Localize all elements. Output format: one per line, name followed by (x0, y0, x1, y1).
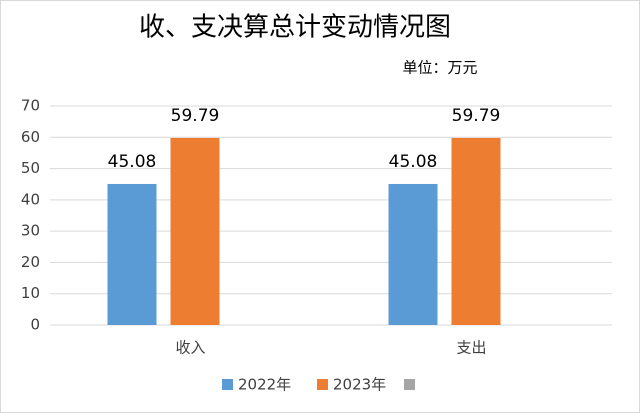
y-tick-label: 40 (21, 190, 40, 208)
legend-swatch (317, 379, 328, 390)
data-label: 59.79 (171, 106, 220, 126)
legend-label: 2023年 (333, 376, 386, 394)
chart-subtitle: 单位：万元 (402, 59, 477, 77)
legend-swatch (222, 379, 233, 390)
bar (107, 183, 157, 325)
y-tick-label: 0 (30, 316, 40, 334)
bar (451, 137, 501, 325)
y-tick-label: 20 (21, 253, 40, 271)
bar (170, 137, 220, 325)
y-tick-label: 30 (21, 222, 40, 240)
legend-swatch (404, 379, 415, 390)
legend-label: 2022年 (238, 376, 291, 394)
y-tick-label: 10 (21, 284, 40, 302)
data-label: 45.08 (389, 152, 438, 172)
y-tick-label: 70 (21, 97, 40, 115)
x-tick-label: 支出 (456, 339, 486, 357)
y-tick-label: 50 (21, 159, 40, 177)
data-label: 59.79 (452, 106, 501, 126)
y-tick-label: 60 (21, 128, 40, 146)
data-label: 45.08 (108, 152, 157, 172)
chart-title: 收、支决算总计变动情况图 (139, 13, 451, 43)
x-tick-label: 收入 (175, 339, 205, 357)
bar (388, 183, 438, 325)
